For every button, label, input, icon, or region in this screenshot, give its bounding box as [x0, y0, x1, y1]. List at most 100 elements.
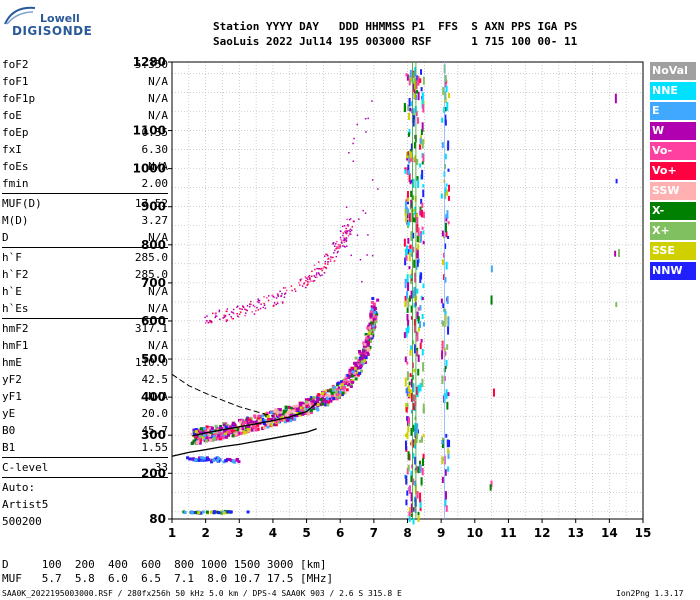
- interference-mark: [420, 129, 423, 136]
- echo-point: [210, 320, 212, 322]
- echo-point: [230, 311, 233, 313]
- interference-mark: [417, 384, 420, 393]
- interference-mark: [444, 75, 447, 83]
- interference-mark: [447, 326, 450, 335]
- interference-mark: [443, 164, 446, 170]
- echo-point: [326, 253, 328, 256]
- echo-point: [302, 404, 306, 408]
- interference-mark: [405, 213, 408, 223]
- interference-mark: [410, 492, 413, 502]
- echo-point: [354, 377, 358, 381]
- echo-point: [332, 242, 334, 245]
- echo-point: [213, 433, 217, 437]
- interference-mark: [421, 169, 424, 180]
- echo-point: [236, 315, 239, 317]
- echo-point: [313, 400, 317, 404]
- echo-point: [237, 316, 240, 318]
- echo-point: [273, 409, 277, 413]
- echo-point: [276, 412, 280, 416]
- echo-point: [291, 409, 295, 413]
- echo-point: [327, 257, 330, 260]
- echo-point: [324, 400, 328, 404]
- interference-mark: [409, 274, 412, 278]
- legend-entry-sse: SSE: [650, 242, 696, 260]
- echo-point: [325, 253, 327, 256]
- interference-mark: [407, 385, 410, 392]
- interference-mark: [406, 432, 409, 440]
- echo-point: [304, 276, 307, 278]
- param-label: hmF1: [2, 339, 29, 352]
- echo-point: [286, 410, 290, 414]
- interference-mark: [411, 362, 414, 369]
- echo-point: [359, 358, 363, 362]
- interference-mark: [406, 219, 409, 225]
- param-label: B1: [2, 441, 16, 454]
- param-divider: [2, 318, 168, 319]
- interference-mark: [414, 423, 417, 430]
- echo-point: [304, 400, 308, 404]
- interference-mark: [410, 207, 413, 213]
- echo-point: [205, 510, 209, 514]
- echo-point: [220, 427, 224, 431]
- echo-point: [264, 414, 268, 418]
- y-tick-label: 600: [141, 314, 166, 328]
- echo-point: [218, 428, 222, 432]
- interference-mark: [422, 458, 425, 466]
- echo-point: [313, 264, 316, 267]
- echo-point: [299, 284, 301, 286]
- interference-mark: [441, 440, 444, 445]
- echo-point: [208, 433, 212, 437]
- echo-point: [371, 254, 374, 257]
- echo-point: [231, 434, 235, 438]
- echo-point: [349, 230, 352, 233]
- header-row-1: Station YYYY DAY DDD HHMMSS P1 FFS S AXN…: [213, 20, 578, 33]
- echo-point: [236, 432, 240, 436]
- echo-point: [215, 315, 217, 317]
- interference-mark: [422, 76, 425, 85]
- interference-mark: [412, 108, 415, 117]
- interference-mark: [416, 213, 419, 218]
- echo-point: [348, 232, 351, 235]
- interference-mark: [417, 91, 420, 101]
- echo-point: [209, 321, 211, 323]
- echo-point: [223, 316, 226, 319]
- interference-mark: [414, 480, 417, 487]
- echo-point: [323, 266, 326, 268]
- interference-mark: [405, 209, 408, 217]
- interference-mark: [422, 433, 425, 438]
- interference-mark: [444, 190, 447, 200]
- echo-point: [261, 418, 265, 422]
- echo-point: [225, 319, 227, 321]
- echo-point: [226, 510, 230, 514]
- interference-mark: [414, 344, 417, 354]
- interference-mark: [407, 319, 410, 329]
- interference-mark: [408, 112, 411, 121]
- echo-point: [371, 297, 375, 301]
- echo-point: [342, 384, 346, 388]
- interference-mark: [410, 409, 413, 414]
- param-label: h`F2: [2, 268, 29, 281]
- echo-point: [326, 400, 330, 404]
- echo-point: [371, 324, 375, 328]
- echo-point: [373, 311, 377, 315]
- echo-point: [295, 404, 299, 408]
- interference-mark: [421, 297, 424, 301]
- interference-mark: [417, 511, 420, 516]
- echo-point: [307, 283, 309, 285]
- interference-mark: [409, 79, 412, 84]
- echo-point: [337, 250, 339, 253]
- parameter-panel: foF2 5.350 foF1 N/A foF1p N/A foE N/A foEp 0.35 fx…: [2, 56, 168, 530]
- echo-point: [266, 296, 268, 299]
- echo-point: [217, 511, 221, 515]
- interference-mark: [416, 423, 419, 433]
- echo-point: [319, 274, 321, 277]
- echo-point: [370, 327, 374, 331]
- echo-point: [376, 298, 380, 302]
- echo-point: [324, 260, 326, 263]
- echo-point: [335, 397, 339, 401]
- interference-mark: [441, 142, 444, 149]
- echo-point: [263, 302, 265, 305]
- echo-point: [271, 414, 275, 418]
- legend-entry-w: W: [650, 122, 696, 140]
- interference-mark: [444, 222, 447, 233]
